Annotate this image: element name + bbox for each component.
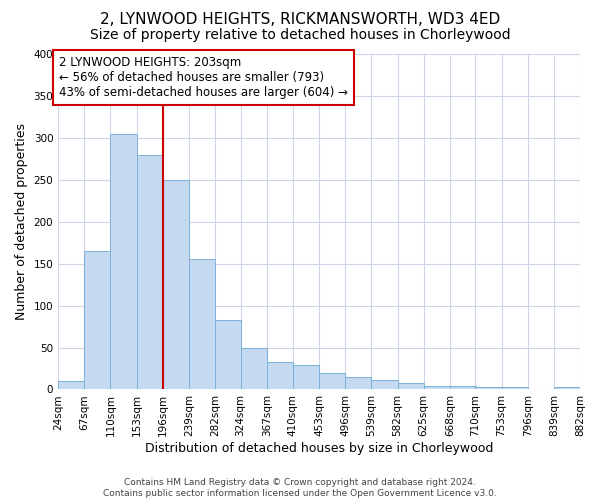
Bar (215, 320, 241, 390)
Bar (110, 134, 137, 390)
Bar (554, 387, 580, 390)
Bar (293, 365, 319, 390)
Bar (527, 388, 554, 390)
Bar (424, 386, 450, 390)
Y-axis label: Number of detached properties: Number of detached properties (15, 123, 28, 320)
Bar (241, 348, 267, 390)
Text: Size of property relative to detached houses in Chorleywood: Size of property relative to detached ho… (89, 28, 511, 42)
Bar (398, 382, 424, 390)
Text: 2, LYNWOOD HEIGHTS, RICKMANSWORTH, WD3 4ED: 2, LYNWOOD HEIGHTS, RICKMANSWORTH, WD3 4… (100, 12, 500, 28)
Bar (189, 260, 215, 390)
Bar (475, 387, 502, 390)
Bar (450, 386, 476, 390)
Bar (137, 154, 163, 390)
Bar (85, 251, 110, 390)
Bar (319, 372, 345, 390)
Bar (502, 387, 527, 390)
Text: Contains HM Land Registry data © Crown copyright and database right 2024.
Contai: Contains HM Land Registry data © Crown c… (103, 478, 497, 498)
Text: 2 LYNWOOD HEIGHTS: 203sqm
← 56% of detached houses are smaller (793)
43% of semi: 2 LYNWOOD HEIGHTS: 203sqm ← 56% of detac… (59, 56, 349, 98)
Bar (345, 377, 371, 390)
Bar (58, 381, 85, 390)
Bar (267, 362, 293, 390)
Bar (371, 380, 398, 390)
Bar (163, 180, 189, 390)
X-axis label: Distribution of detached houses by size in Chorleywood: Distribution of detached houses by size … (145, 442, 493, 455)
